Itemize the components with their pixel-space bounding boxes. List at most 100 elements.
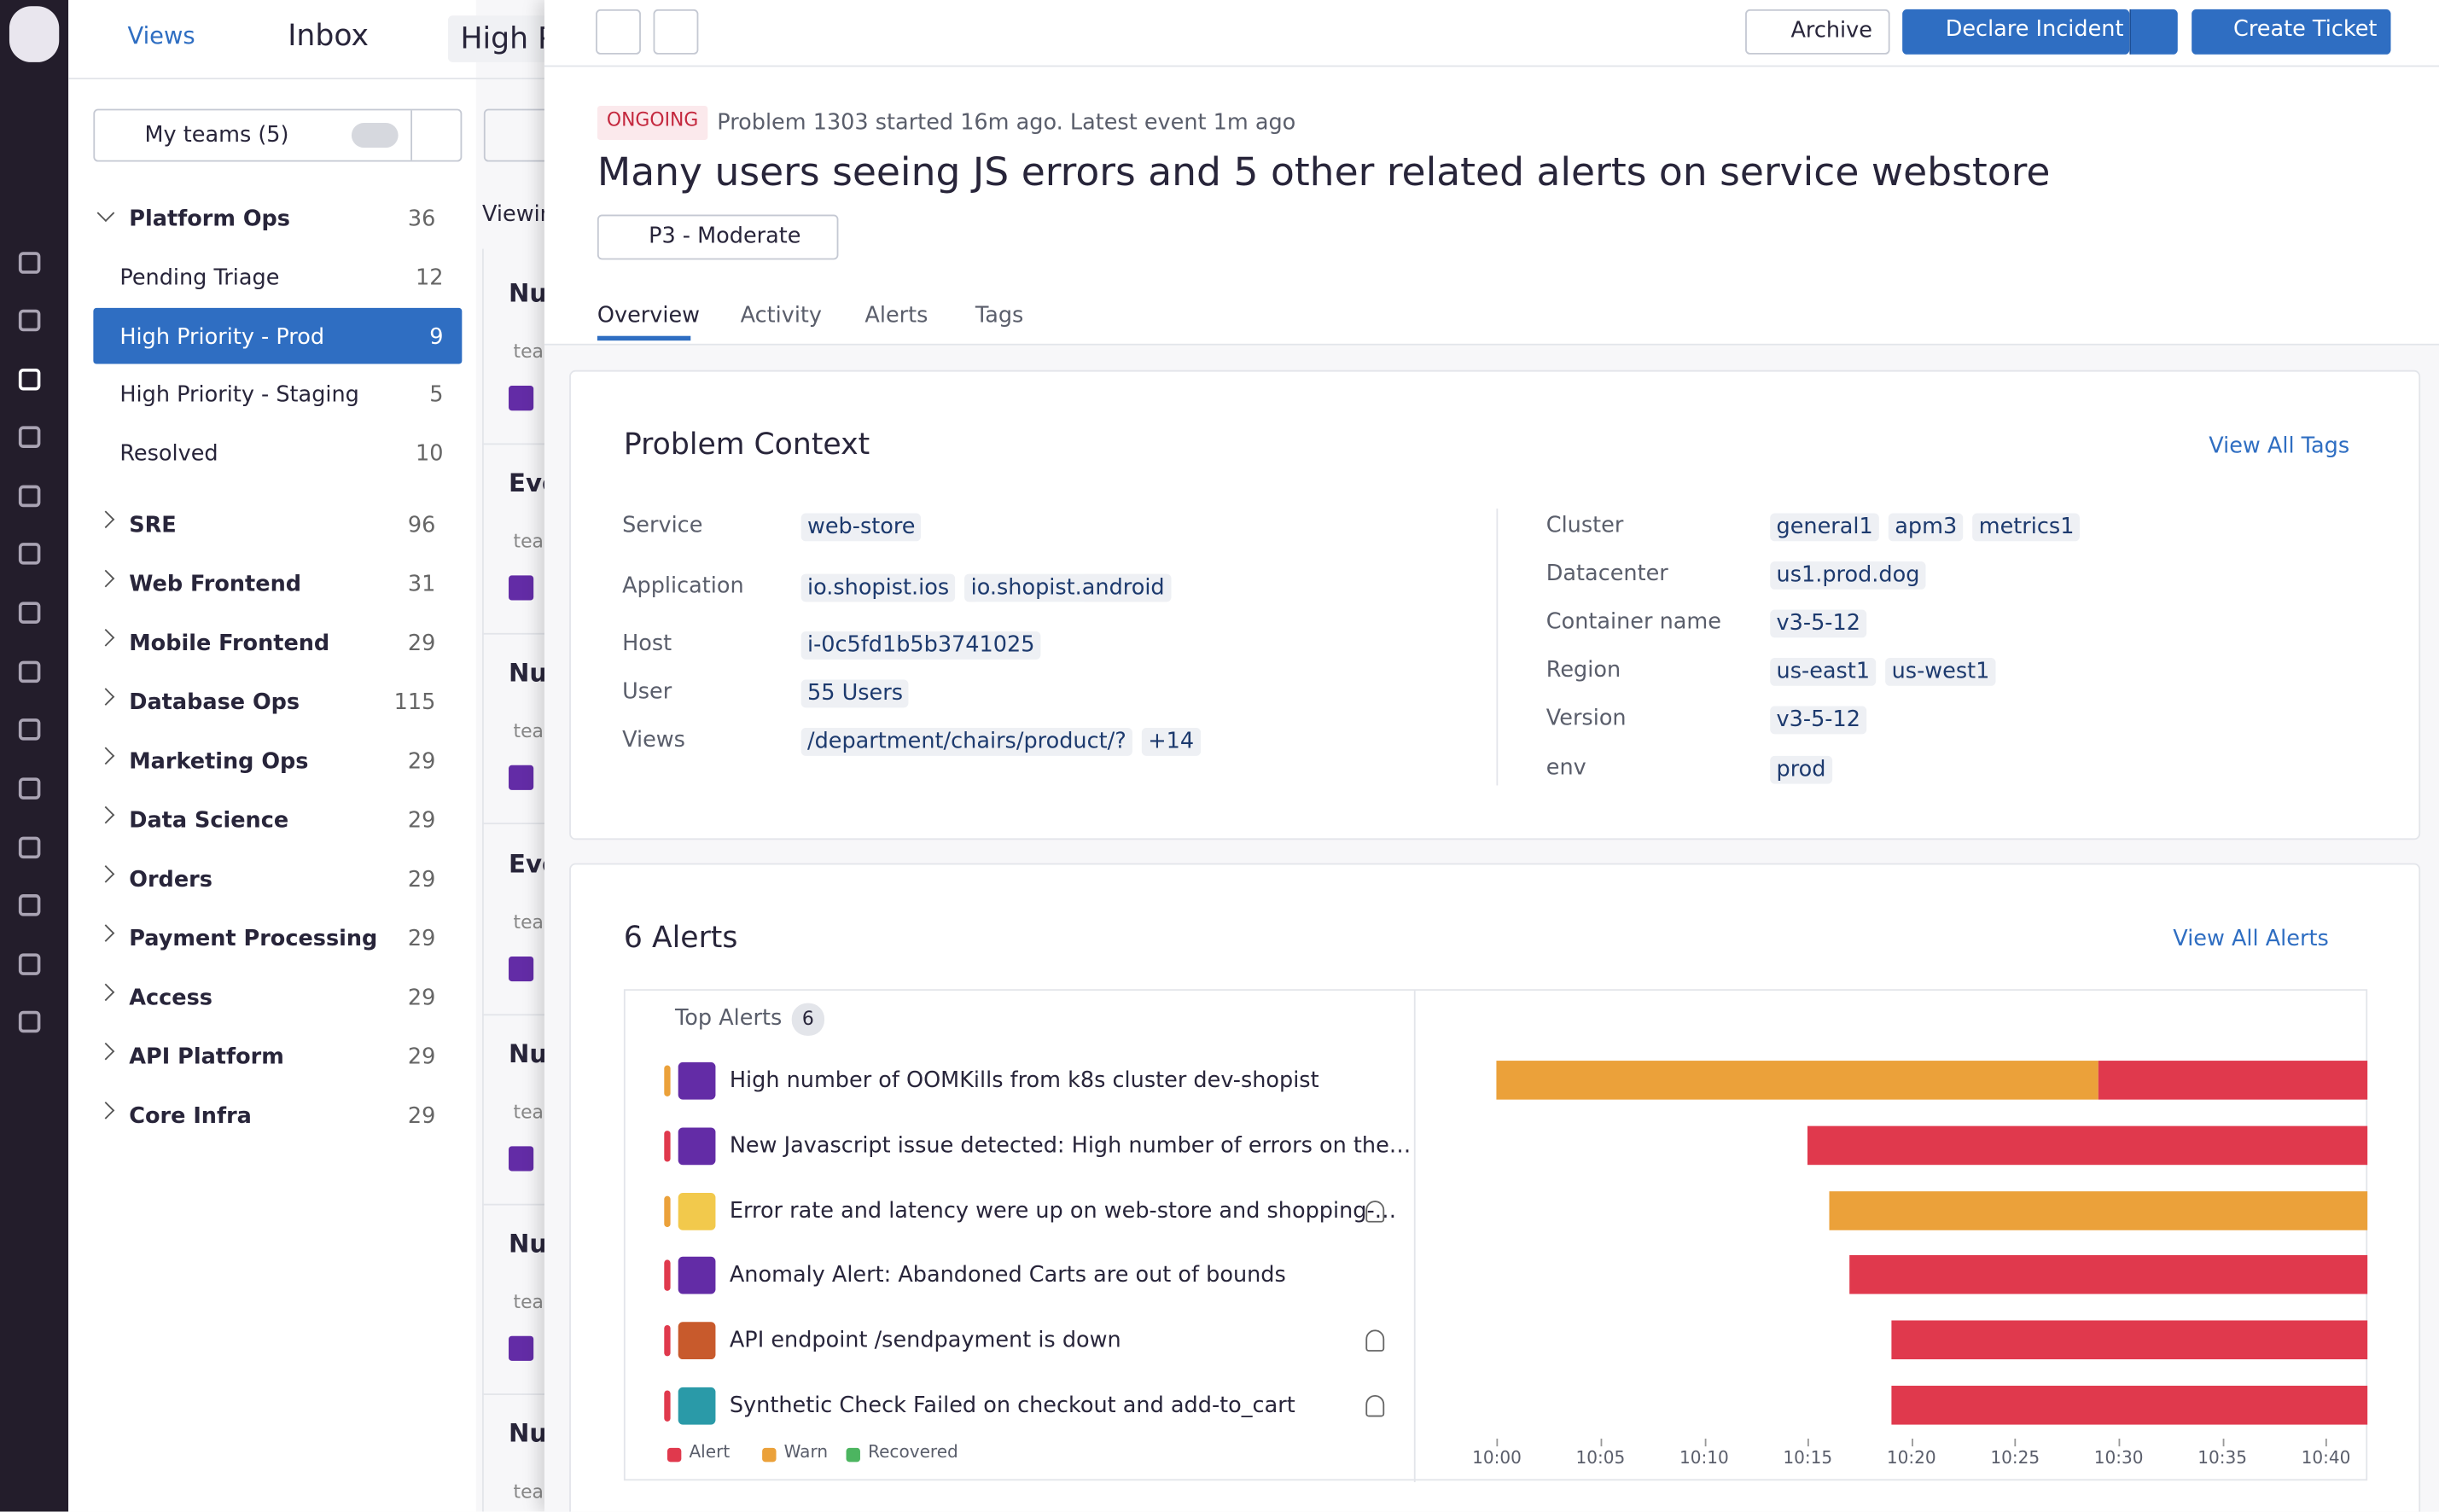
nav-icon[interactable] — [19, 426, 41, 448]
tab[interactable]: Activity — [741, 302, 822, 330]
list-item-title[interactable]: Nu — [509, 1229, 547, 1259]
tag-pill[interactable]: v3-5-12 — [1770, 707, 1866, 735]
tag-pill[interactable]: io.shopist.ios — [801, 574, 956, 602]
nav-icon[interactable] — [19, 543, 41, 565]
declare-dropdown[interactable] — [2129, 9, 2178, 55]
nav-icon[interactable] — [19, 369, 41, 391]
subview-name[interactable]: High Priority - Staging — [119, 381, 359, 410]
field-label: Application — [622, 573, 744, 601]
tag-pill[interactable]: apm3 — [1889, 513, 1964, 541]
team-name[interactable]: Data Science — [129, 807, 288, 835]
team-name[interactable]: Mobile Frontend — [129, 630, 329, 658]
list-item-title[interactable]: Nu — [509, 1419, 547, 1449]
tab[interactable]: Alerts — [864, 302, 928, 330]
list-item-title[interactable]: Nu — [509, 1038, 547, 1068]
nav-icon[interactable] — [19, 953, 41, 975]
declare-button[interactable]: Declare Incident — [1902, 9, 2129, 55]
subview-name[interactable]: Resolved — [119, 440, 218, 468]
bell-icon[interactable] — [1365, 1395, 1384, 1417]
tag-pill[interactable]: metrics1 — [1972, 513, 2080, 541]
nav-icon[interactable] — [19, 777, 41, 800]
alert-title[interactable]: Error rate and latency were up on web-st… — [730, 1197, 1396, 1225]
nav-icon[interactable] — [19, 718, 41, 741]
field-values: prod — [1770, 753, 1841, 783]
nav-icon[interactable] — [19, 486, 41, 508]
team-count: 31 — [373, 571, 435, 599]
alert-title[interactable]: New Javascript issue detected: High numb… — [730, 1132, 1411, 1160]
list-item-title[interactable]: Nu — [509, 278, 547, 308]
list-item-tag: tea — [513, 340, 543, 363]
nav-icon[interactable] — [19, 894, 41, 916]
priority-select[interactable]: P3 - Moderate — [597, 215, 839, 260]
alert-title[interactable]: Anomaly Alert: Abandoned Carts are out o… — [730, 1262, 1286, 1290]
team-name[interactable]: Web Frontend — [129, 571, 301, 599]
list-item-icon — [509, 956, 533, 980]
nav-icon[interactable] — [19, 310, 41, 332]
detail-panel: ArchiveDeclare IncidentCreate TicketONGO… — [544, 0, 2439, 1512]
field-values: general1 apm3 metrics1 — [1770, 510, 2089, 541]
next-button[interactable] — [654, 9, 699, 55]
context-card: Problem ContextView All TagsServiceweb-s… — [569, 370, 2420, 840]
field-label: Cluster — [1546, 512, 1624, 540]
tick-label: 10:25 — [1984, 1448, 2046, 1468]
create-button[interactable]: Create Ticket — [2192, 9, 2390, 55]
tab[interactable]: Tags — [975, 302, 1024, 330]
nav-icon[interactable] — [19, 1011, 41, 1033]
team-name[interactable]: API Platform — [129, 1044, 284, 1072]
team-name[interactable]: Access — [129, 984, 212, 1012]
list-item-icon — [509, 1146, 533, 1171]
tag-pill[interactable]: prod — [1770, 756, 1832, 784]
problem-meta: Problem 1303 started 16m ago. Latest eve… — [717, 109, 1295, 137]
team-name[interactable]: Platform Ops — [129, 206, 290, 234]
list-item-title[interactable]: Nu — [509, 659, 547, 689]
group-label[interactable]: Top Alerts — [675, 1004, 782, 1032]
tab[interactable]: Overview — [597, 302, 700, 330]
list-border — [482, 249, 484, 1512]
tag-pill[interactable]: us-east1 — [1770, 658, 1876, 686]
field-values: io.shopist.ios io.shopist.android — [801, 571, 1180, 602]
problem-title: Many users seeing JS errors and 5 other … — [597, 146, 2050, 199]
tag-pill[interactable]: general1 — [1770, 513, 1879, 541]
team-filter[interactable]: My teams (5) — [93, 109, 462, 162]
tag-pill[interactable]: io.shopist.android — [964, 574, 1171, 602]
alert-title[interactable]: High number of OOMKills from k8s cluster… — [730, 1067, 1319, 1095]
tick-mark — [2222, 1439, 2224, 1446]
tag-pill[interactable]: us-west1 — [1885, 658, 1995, 686]
field-values: v3-5-12 — [1770, 607, 1876, 637]
team-name[interactable]: Payment Processing — [129, 925, 377, 953]
nav-icon[interactable] — [19, 602, 41, 624]
subview-name[interactable]: High Priority - Prod — [119, 323, 324, 352]
team-name[interactable]: SRE — [129, 511, 176, 539]
group-count: 6 — [792, 1003, 824, 1036]
list-item-tag: tea — [513, 1481, 543, 1503]
nav-icon[interactable] — [19, 837, 41, 859]
view-tags-link[interactable]: View All Tags — [2209, 433, 2349, 461]
archive-button[interactable]: Archive — [1745, 9, 1890, 55]
tag-pill[interactable]: +14 — [1142, 728, 1200, 756]
legend-label: Warn — [784, 1442, 828, 1463]
list-item-icon — [509, 765, 533, 790]
tick-label: 10:00 — [1466, 1448, 1528, 1468]
team-name[interactable]: Marketing Ops — [129, 747, 308, 776]
nav-icon[interactable] — [19, 252, 41, 274]
tag-pill[interactable]: us1.prod.dog — [1770, 561, 1925, 590]
tag-pill[interactable]: 55 Users — [801, 680, 910, 708]
tag-pill[interactable]: v3-5-12 — [1770, 609, 1866, 637]
view-alerts-link[interactable]: View All Alerts — [2173, 926, 2328, 954]
toggle[interactable] — [352, 123, 399, 148]
nav-icon[interactable] — [19, 661, 41, 683]
alert-title[interactable]: Synthetic Check Failed on checkout and a… — [730, 1392, 1295, 1420]
bell-icon[interactable] — [1365, 1200, 1384, 1222]
team-name[interactable]: Core Infra — [129, 1102, 252, 1131]
subview-name[interactable]: Pending Triage — [119, 265, 279, 293]
views-tab[interactable]: Views — [93, 22, 202, 56]
team-name[interactable]: Orders — [129, 866, 212, 894]
inbox-tab[interactable]: Inbox — [249, 19, 389, 59]
team-name[interactable]: Database Ops — [129, 689, 300, 717]
prev-button[interactable] — [596, 9, 641, 55]
tag-pill[interactable]: web-store — [801, 513, 922, 541]
tag-pill[interactable]: i-0c5fd1b5b3741025 — [801, 631, 1041, 660]
alert-title[interactable]: API endpoint /sendpayment is down — [730, 1327, 1121, 1355]
bell-icon[interactable] — [1365, 1330, 1384, 1352]
tag-pill[interactable]: /department/chairs/product/? — [801, 728, 1132, 756]
